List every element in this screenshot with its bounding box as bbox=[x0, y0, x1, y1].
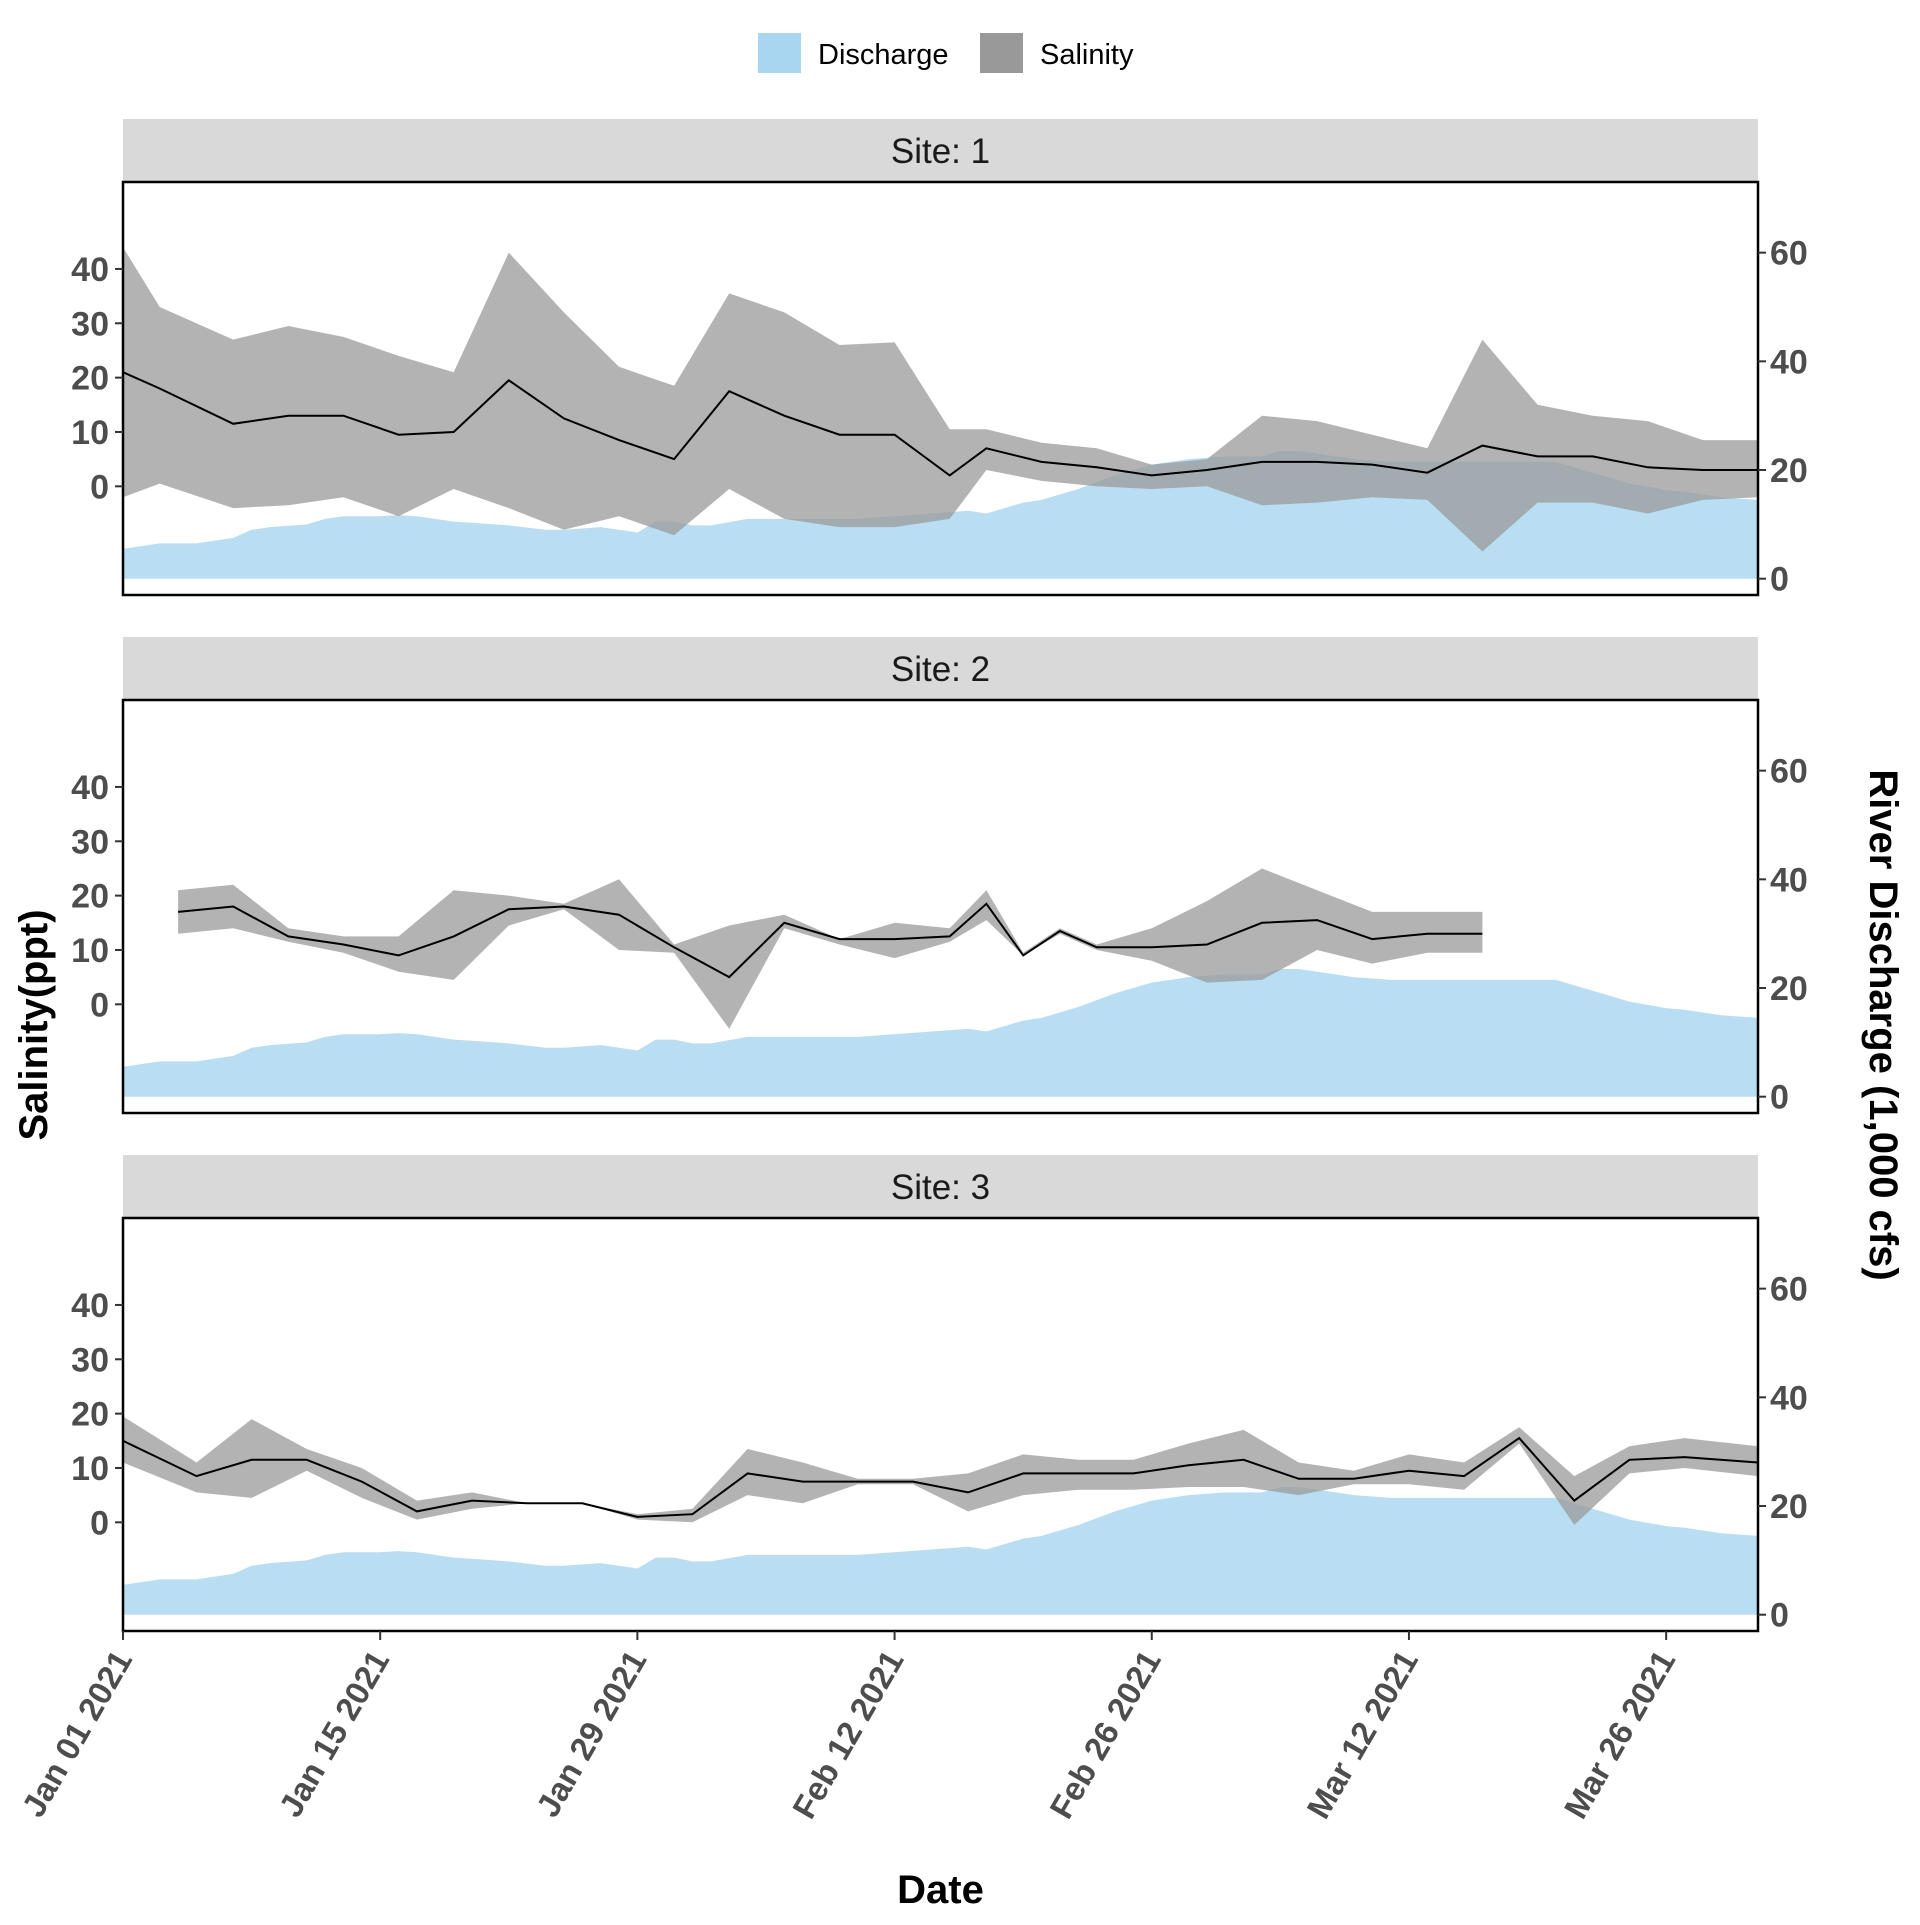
y-tick-label-right: 20 bbox=[1770, 970, 1808, 1008]
y-tick-label-left: 30 bbox=[71, 305, 109, 343]
x-tick-label: Jan 15 2021 bbox=[272, 1644, 397, 1823]
x-tick-label: Feb 12 2021 bbox=[785, 1644, 911, 1825]
y-tick-label-left: 10 bbox=[71, 1450, 109, 1488]
y-tick-label-right: 40 bbox=[1770, 343, 1808, 381]
panel-border bbox=[121, 180, 1760, 597]
legend: Discharge Salinity bbox=[758, 33, 1134, 73]
y-tick-label-left: 30 bbox=[71, 823, 109, 861]
x-tick-label: Mar 26 2021 bbox=[1557, 1644, 1683, 1825]
panels: Site: 1 0 10 20 30 40 0 20 40 60 Site: 2 0 10 20 30 40 0… bbox=[71, 119, 1808, 1635]
y-tick-label-left: 20 bbox=[71, 1396, 109, 1434]
panel-strip-label: Site: 3 bbox=[891, 1168, 990, 1207]
panel-plot-area bbox=[123, 868, 1758, 1097]
panel-strip bbox=[123, 637, 1758, 699]
y-tick-label-right: 40 bbox=[1770, 861, 1808, 899]
panel-strip-label: Site: 2 bbox=[891, 650, 990, 689]
y-tick-label-left: 20 bbox=[71, 360, 109, 398]
x-tick-label: Jan 01 2021 bbox=[14, 1644, 139, 1823]
y-tick-label-left: 40 bbox=[71, 1287, 109, 1325]
y-tick-label-left: 0 bbox=[90, 986, 109, 1024]
x-axis-title: Date bbox=[897, 1868, 984, 1912]
y-tick-label-right: 0 bbox=[1770, 1597, 1789, 1635]
panel-strip bbox=[123, 119, 1758, 181]
y-tick-label-right: 60 bbox=[1770, 235, 1808, 273]
panel-site-2: Site: 2 0 10 20 30 40 0 20 40 60 bbox=[71, 637, 1808, 1117]
x-tick-label: Feb 26 2021 bbox=[1042, 1644, 1168, 1825]
x-axis: Jan 01 2021 Jan 15 2021 Jan 29 2021 Feb 12 … bbox=[14, 1631, 1682, 1825]
salinity-mean-line bbox=[123, 1436, 1758, 1518]
salinity-mean-line bbox=[178, 902, 1483, 979]
x-tick-label: Mar 12 2021 bbox=[1299, 1644, 1425, 1825]
panel-site-3: Site: 3 0 10 20 30 40 0 20 40 60 bbox=[71, 1155, 1808, 1635]
legend-label-salinity: Salinity bbox=[1040, 39, 1134, 71]
y-tick-label-left: 10 bbox=[71, 932, 109, 970]
discharge-area bbox=[123, 969, 1758, 1097]
y-tick-label-left: 30 bbox=[71, 1341, 109, 1379]
y-tick-label-right: 20 bbox=[1770, 1488, 1808, 1526]
y-tick-label-right: 20 bbox=[1770, 452, 1808, 490]
panel-strip bbox=[123, 1155, 1758, 1217]
legend-label-discharge: Discharge bbox=[818, 39, 949, 71]
legend-key-salinity bbox=[980, 33, 1023, 73]
y-axis-title-left: Salinity(ppt) bbox=[12, 909, 56, 1140]
x-tick-label: Jan 29 2021 bbox=[529, 1644, 654, 1823]
legend-item-salinity: Salinity bbox=[980, 33, 1134, 73]
y-tick-label-left: 20 bbox=[71, 878, 109, 916]
y-tick-label-right: 60 bbox=[1770, 753, 1808, 791]
y-tick-label-right: 60 bbox=[1770, 1271, 1808, 1309]
y-tick-label-right: 0 bbox=[1770, 1079, 1789, 1117]
y-tick-label-left: 0 bbox=[90, 468, 109, 506]
legend-key-discharge bbox=[758, 33, 801, 73]
y-tick-label-right: 0 bbox=[1770, 561, 1789, 599]
salinity-range-ribbon bbox=[123, 247, 1758, 552]
panel-plot-area bbox=[123, 247, 1758, 579]
legend-item-discharge: Discharge bbox=[758, 33, 949, 73]
y-axis-title-right: River Discharge (1,000 cfs) bbox=[1861, 769, 1905, 1280]
y-tick-label-left: 40 bbox=[71, 769, 109, 807]
panel-plot-area bbox=[123, 1416, 1758, 1615]
y-tick-label-left: 40 bbox=[71, 251, 109, 289]
y-tick-label-left: 0 bbox=[90, 1504, 109, 1542]
discharge-area bbox=[123, 1487, 1758, 1615]
salinity-range-ribbon bbox=[178, 868, 1483, 1029]
y-tick-label-right: 40 bbox=[1770, 1379, 1808, 1417]
salinity-range-ribbon bbox=[123, 1416, 1758, 1525]
panel-border bbox=[121, 698, 1760, 1115]
panel-strip-label: Site: 1 bbox=[891, 132, 990, 171]
panel-site-1: Site: 1 0 10 20 30 40 0 20 40 60 bbox=[71, 119, 1808, 599]
panel-border bbox=[121, 1216, 1760, 1633]
salinity-mean-line bbox=[123, 371, 1758, 477]
y-tick-label-left: 10 bbox=[71, 414, 109, 452]
